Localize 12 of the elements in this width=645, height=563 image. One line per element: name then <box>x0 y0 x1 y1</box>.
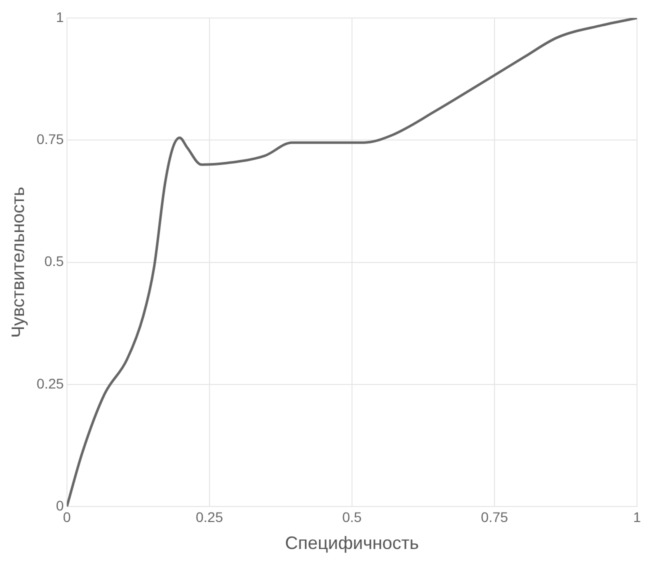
y-tick-label: 0.5 <box>44 253 64 270</box>
y-tick-label: 1 <box>56 8 64 25</box>
x-tick-label: 0.5 <box>342 508 362 525</box>
y-tick-label: 0.25 <box>36 375 64 392</box>
y-tick-label: 0 <box>56 497 64 514</box>
x-tick-label: 0.25 <box>196 508 224 525</box>
x-tick-label: 0.75 <box>480 508 508 525</box>
x-tick-label: 1 <box>633 508 642 525</box>
y-axis-title: Чувствительность <box>8 186 28 338</box>
y-tick-label: 0.75 <box>36 131 64 148</box>
line-series <box>66 18 637 507</box>
x-axis-title: Специфичность <box>284 533 419 554</box>
